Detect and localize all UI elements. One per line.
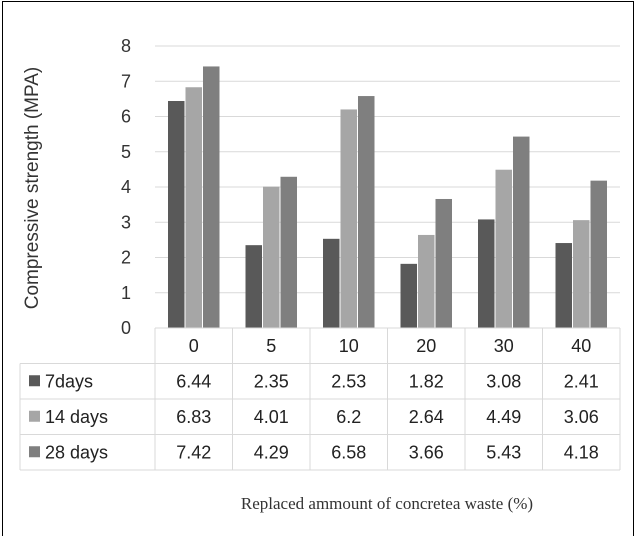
bar-14-days-20 <box>418 234 435 328</box>
x-axis-title: Replaced ammount of concretea waste (%) <box>241 494 533 513</box>
bar-28-days-20 <box>435 198 452 328</box>
y-tick-label: 7 <box>121 71 131 91</box>
bar-14-days-40 <box>573 220 590 328</box>
bar-28-days-5 <box>280 176 297 328</box>
data-label: 6.2 <box>336 407 361 427</box>
legend-key-14-days <box>29 410 40 422</box>
y-tick-label: 0 <box>121 318 131 338</box>
bar-14-days-30 <box>495 169 512 328</box>
y-tick-label: 8 <box>121 36 131 56</box>
x-tick-label: 40 <box>571 336 591 356</box>
bar-14-days-0 <box>185 87 202 329</box>
legend-label: 28 days <box>45 442 108 462</box>
bar-7days-0 <box>168 100 185 329</box>
y-axis-title: Compressive strength (MPA) <box>22 67 43 310</box>
data-label: 4.49 <box>486 407 521 427</box>
bar-7days-40 <box>555 243 572 328</box>
data-label: 1.82 <box>409 371 444 391</box>
y-tick-label: 3 <box>121 212 131 232</box>
bar-7days-20 <box>400 263 417 328</box>
bar-7days-5 <box>245 245 262 328</box>
data-label: 3.08 <box>486 371 521 391</box>
y-tick-label: 4 <box>121 177 131 197</box>
data-label: 3.66 <box>409 442 444 462</box>
data-label: 7.42 <box>176 442 211 462</box>
data-label: 6.44 <box>176 371 211 391</box>
bar-7days-10 <box>323 238 340 328</box>
data-label: 4.29 <box>254 442 289 462</box>
x-tick-label: 20 <box>416 336 436 356</box>
x-tick-label: 10 <box>339 336 359 356</box>
bar-28-days-40 <box>590 180 607 328</box>
y-tick-label: 2 <box>121 248 131 268</box>
legend-label: 14 days <box>45 407 108 427</box>
legend-key-28-days <box>29 446 40 458</box>
bar-14-days-10 <box>340 109 357 328</box>
data-label: 6.83 <box>176 407 211 427</box>
bar-7days-30 <box>478 219 495 328</box>
x-tick-label: 5 <box>266 336 276 356</box>
bar-28-days-10 <box>358 96 375 329</box>
legend-key-7days <box>29 375 40 387</box>
data-label: 4.01 <box>254 407 289 427</box>
y-tick-label: 5 <box>121 142 131 162</box>
x-tick-label: 30 <box>494 336 514 356</box>
data-label: 2.53 <box>331 371 366 391</box>
data-label: 4.18 <box>564 442 599 462</box>
data-label: 2.64 <box>409 407 444 427</box>
data-label: 5.43 <box>486 442 521 462</box>
y-tick-label: 6 <box>121 107 131 127</box>
data-label: 3.06 <box>564 407 599 427</box>
data-label: 2.41 <box>564 371 599 391</box>
bar-28-days-0 <box>203 66 220 328</box>
data-label: 6.58 <box>331 442 366 462</box>
data-label: 2.35 <box>254 371 289 391</box>
x-tick-label: 0 <box>189 336 199 356</box>
legend-label: 7days <box>45 371 93 391</box>
y-tick-label: 1 <box>121 283 131 303</box>
bar-14-days-5 <box>263 186 280 328</box>
bar-28-days-30 <box>513 136 530 328</box>
